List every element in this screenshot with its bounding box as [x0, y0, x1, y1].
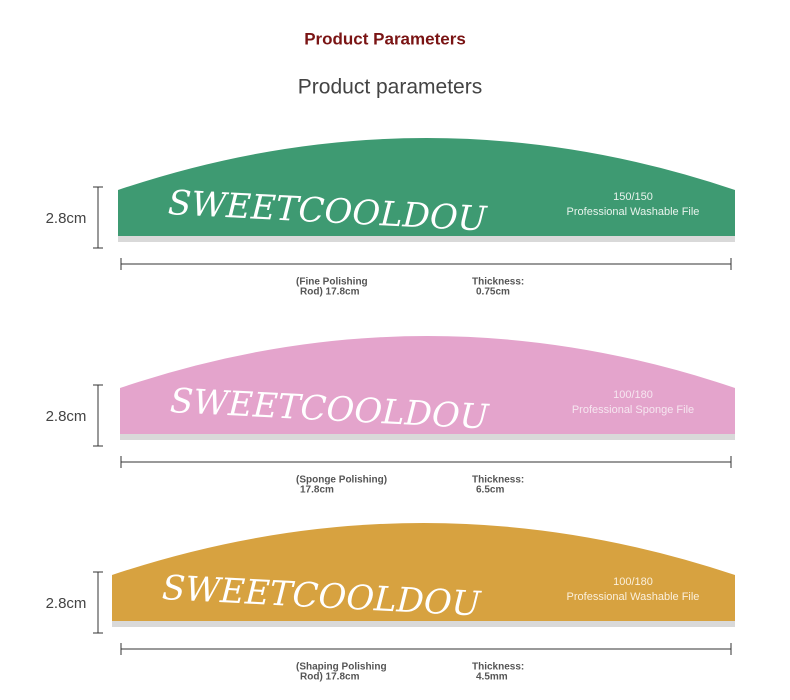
file-kind: Professional Washable File: [567, 591, 700, 603]
file-kind: Professional Sponge File: [572, 404, 694, 416]
page-subtitle: Product parameters: [298, 76, 482, 99]
thickness: 6.5cm: [476, 485, 504, 496]
grit: 150/150: [613, 191, 653, 203]
product-name: (Shaping Polishing: [296, 662, 387, 673]
product-name: Rod) 17.8cm: [300, 672, 360, 683]
nail-file: [120, 336, 735, 434]
height-label: 2.8cm: [46, 210, 87, 227]
thickness: Thickness:: [472, 277, 524, 288]
height-label: 2.8cm: [46, 408, 87, 425]
nail-file: [112, 523, 735, 621]
thickness: 4.5mm: [476, 672, 508, 683]
grit: 100/180: [613, 389, 653, 401]
product-name: (Fine Polishing: [296, 277, 368, 288]
thickness: 0.75cm: [476, 287, 510, 298]
grit: 100/180: [613, 576, 653, 588]
thickness: Thickness:: [472, 662, 524, 673]
thickness: Thickness:: [472, 475, 524, 486]
product-name: (Sponge Polishing): [296, 475, 387, 486]
page-title: Product Parameters: [304, 29, 466, 48]
height-label: 2.8cm: [46, 595, 87, 612]
product-name: Rod) 17.8cm: [300, 287, 360, 298]
file-kind: Professional Washable File: [567, 206, 700, 218]
product-name: 17.8cm: [300, 485, 334, 496]
nail-file: [118, 138, 735, 236]
